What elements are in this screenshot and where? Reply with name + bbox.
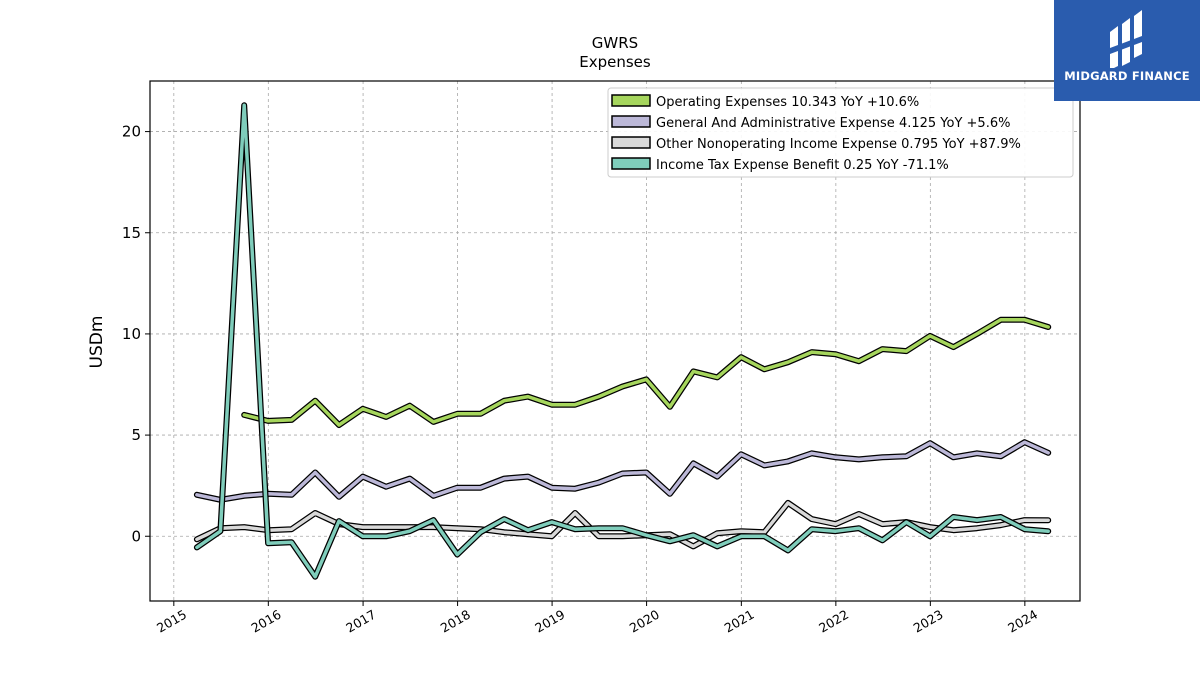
series-lines [193,102,1052,580]
y-axis-label: USDm [87,316,107,369]
x-tick-label: 2019 [532,607,567,636]
legend: Operating Expenses 10.343 YoY +10.6% Gene… [607,87,1074,178]
x-tick-label: 2015 [154,607,189,636]
midgard-finance-logo: MIDGARD FINANCE [1054,0,1200,101]
logo-text: MIDGARD FINANCE [1064,69,1190,83]
chart-title: GWRS [592,34,638,52]
y-tick-label: 15 [122,224,141,242]
legend-swatch [611,94,651,107]
legend-swatch [611,136,651,149]
series-line-outline [193,439,1052,503]
x-tick-label: 2021 [722,607,757,636]
x-tick-label: 2024 [1005,607,1040,636]
x-tick-label: 2016 [249,607,284,636]
series-line [195,501,1050,549]
legend-label: General And Administrative Expense 4.125… [656,116,1010,131]
legend-box [607,87,1074,178]
y-tick-label: 20 [122,123,141,141]
plot-frame [149,80,1081,602]
series-line [195,440,1050,502]
x-tick-label: 2022 [816,607,851,636]
legend-label: Income Tax Expense Benefit 0.25 YoY -71.… [656,158,949,173]
x-tick-label: 2017 [343,607,378,636]
logo-mark-icon [1110,10,1142,68]
chart-subtitle: Expenses [579,53,651,71]
series-line [195,103,1050,579]
x-axis-ticks: 2015 2016 2017 2018 2019 2020 2021 2022 2023 2024 [154,601,1040,636]
y-tick-label: 10 [122,325,141,343]
y-tick-label: 5 [131,426,141,444]
x-tick-label: 2020 [627,607,662,636]
legend-swatch [611,157,651,170]
x-tick-label: 2018 [438,607,473,636]
series-line [242,318,1050,427]
y-tick-label: 0 [131,527,141,545]
x-tick-label: 2023 [911,607,946,636]
legend-swatch [611,115,651,128]
legend-label: Operating Expenses 10.343 YoY +10.6% [656,95,919,110]
y-axis-ticks: 0 5 10 15 20 [122,123,150,545]
legend-label: Other Nonoperating Income Expense 0.795 … [656,137,1021,152]
